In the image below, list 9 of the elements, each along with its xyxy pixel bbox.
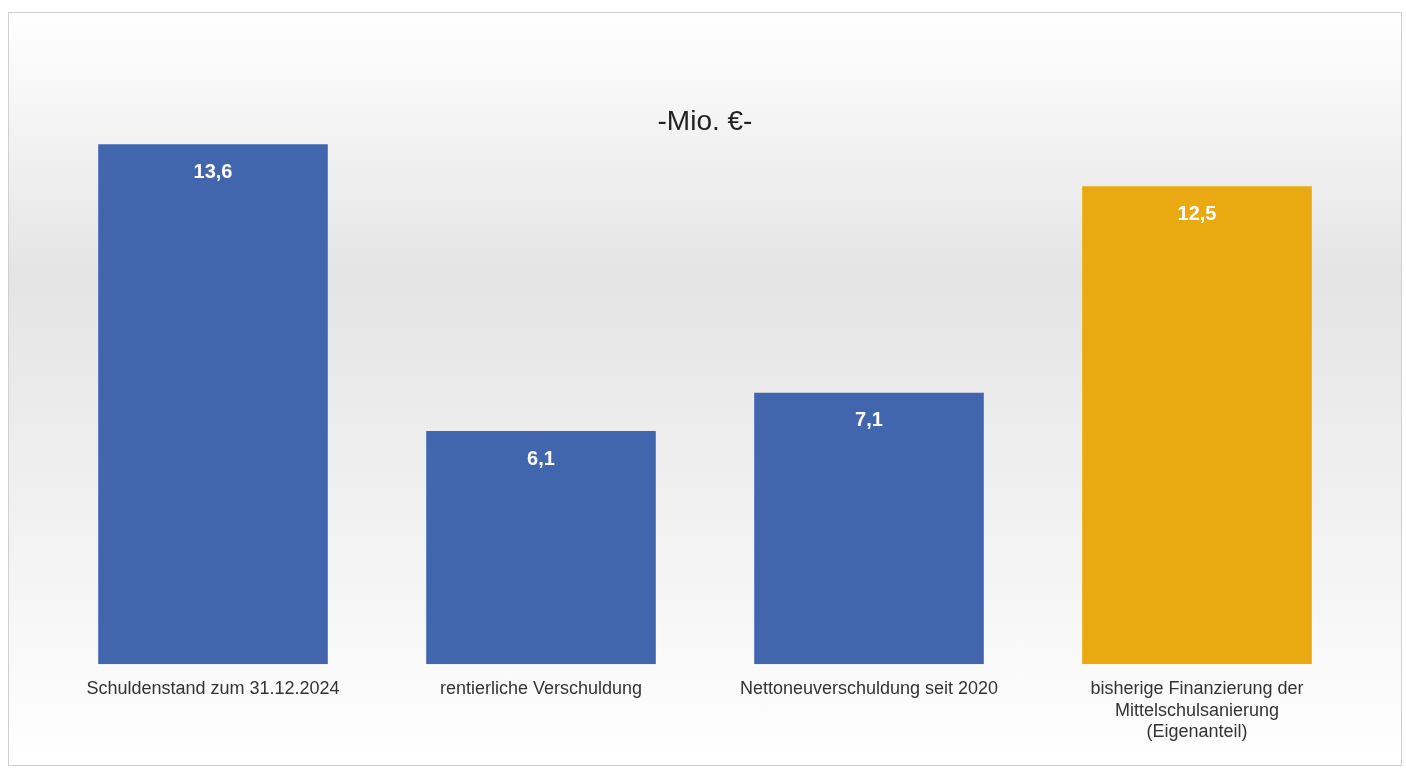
data-label: 12,5 — [1177, 201, 1217, 224]
chart-title: -Mio. €- — [656, 105, 754, 137]
data-label: 13,6 — [193, 159, 233, 182]
data-label: 7,1 — [855, 408, 883, 431]
x-tick-label: rentierliche Verschuldung — [439, 677, 643, 698]
x-tick-label: Schuldenstand zum 31.12.2024 — [86, 677, 340, 698]
x-tick-label: bisherige Finanzierung der Mittelschulsanierung (Eigenanteil) — [1090, 677, 1304, 742]
x-tick-label: Nettoneuverschuldung seit 2020 — [739, 677, 999, 698]
data-label: 6,1 — [527, 446, 555, 469]
